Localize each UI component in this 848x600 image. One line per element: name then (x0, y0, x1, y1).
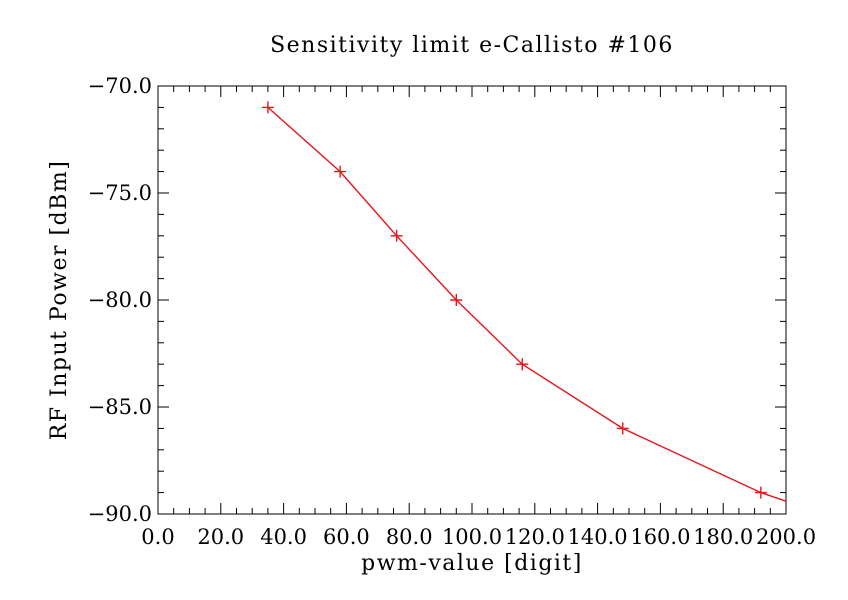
y-tick-label: −90.0 (88, 502, 152, 526)
series-line (267, 106, 787, 502)
y-tick-label: −80.0 (88, 288, 152, 312)
x-tick-labels: 0.0 20.0 40.0 60.0 80.0 100.0 120.0 140.0 160.0 1… (141, 525, 816, 549)
data-point-marker (261, 101, 274, 114)
y-tick-label: −85.0 (88, 395, 152, 419)
x-tick-label: 80.0 (386, 525, 433, 549)
x-tick-label: 60.0 (323, 525, 370, 549)
plot-frame (157, 85, 787, 515)
series-line-group (261, 101, 787, 502)
x-axis-label: pwm-value [digit] (361, 551, 583, 576)
data-point-marker (616, 422, 629, 435)
x-tick-label: 180.0 (693, 525, 753, 549)
data-point-marker (334, 165, 347, 178)
y-tick-label: −75.0 (88, 181, 152, 205)
x-tick-label: 0.0 (141, 525, 174, 549)
data-point-marker (450, 294, 463, 306)
x-tick-label: 20.0 (197, 525, 244, 549)
data-point-marker (754, 486, 767, 499)
x-ticks (157, 86, 787, 514)
x-tick-label: 120.0 (505, 525, 565, 549)
x-tick-label: 140.0 (568, 525, 628, 549)
y-tick-label: −70.0 (88, 74, 152, 98)
y-ticks (158, 85, 786, 515)
y-tick-labels: −70.0 −75.0 −80.0 −85.0 −90.0 (88, 74, 152, 526)
data-point-marker (516, 358, 529, 371)
chart-title: Sensitivity limit e-Callisto #106 (270, 33, 674, 58)
x-tick-label: 200.0 (756, 525, 816, 549)
y-axis-label: RF Input Power [dBm] (47, 160, 72, 441)
data-point-marker (390, 229, 403, 242)
x-tick-label: 40.0 (260, 525, 307, 549)
x-tick-label: 160.0 (630, 525, 690, 549)
x-tick-label: 100.0 (442, 525, 502, 549)
